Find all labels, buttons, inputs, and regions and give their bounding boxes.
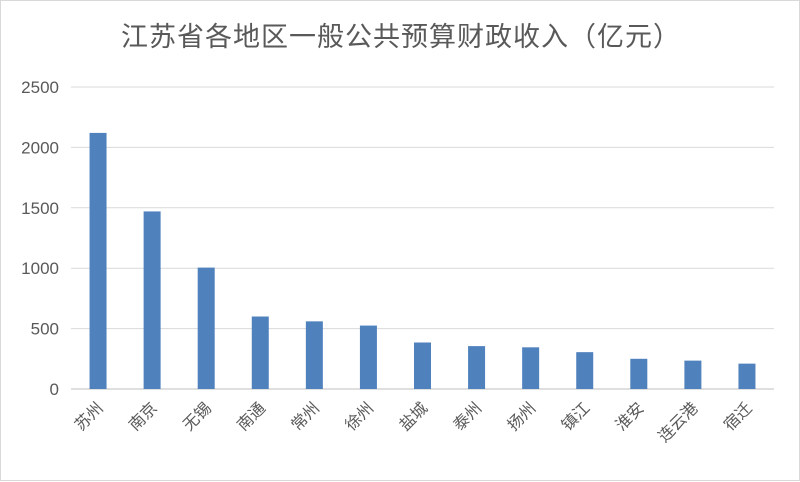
y-tick-label: 500 — [31, 320, 59, 339]
bar — [197, 267, 215, 389]
chart-title: 江苏省各地区一般公共预算财政收入（亿元） — [121, 22, 681, 53]
bar — [359, 325, 377, 389]
bar — [630, 358, 648, 389]
x-tick-label: 南通 — [233, 398, 269, 434]
x-tick-label: 扬州 — [503, 398, 539, 434]
x-tick-label: 泰州 — [449, 398, 485, 434]
bar — [522, 347, 540, 389]
x-tick-label: 宿迁 — [720, 398, 756, 434]
x-tick-label: 盐城 — [395, 398, 431, 434]
x-tick-label: 苏州 — [71, 398, 107, 434]
bar — [468, 346, 486, 389]
bar — [738, 363, 756, 389]
bar — [576, 352, 594, 389]
y-tick-label: 2000 — [21, 138, 59, 157]
bar — [684, 360, 702, 389]
y-tick-label: 2500 — [21, 78, 59, 97]
x-tick-label: 徐州 — [341, 398, 377, 434]
bar — [414, 342, 431, 389]
y-tick-label: 1500 — [21, 199, 59, 218]
x-tick-label: 常州 — [287, 398, 323, 434]
x-tick-label: 淮安 — [612, 398, 648, 434]
x-tick-label: 南京 — [125, 398, 161, 434]
x-tick-label: 连云港 — [654, 398, 701, 445]
y-tick-label: 1000 — [21, 259, 59, 278]
bar — [89, 132, 107, 390]
bar — [305, 321, 323, 389]
bar — [251, 316, 269, 389]
x-tick-label: 镇江 — [557, 398, 593, 434]
y-tick-label: 0 — [50, 380, 59, 399]
bar — [143, 211, 161, 389]
x-tick-label: 无锡 — [179, 398, 215, 434]
